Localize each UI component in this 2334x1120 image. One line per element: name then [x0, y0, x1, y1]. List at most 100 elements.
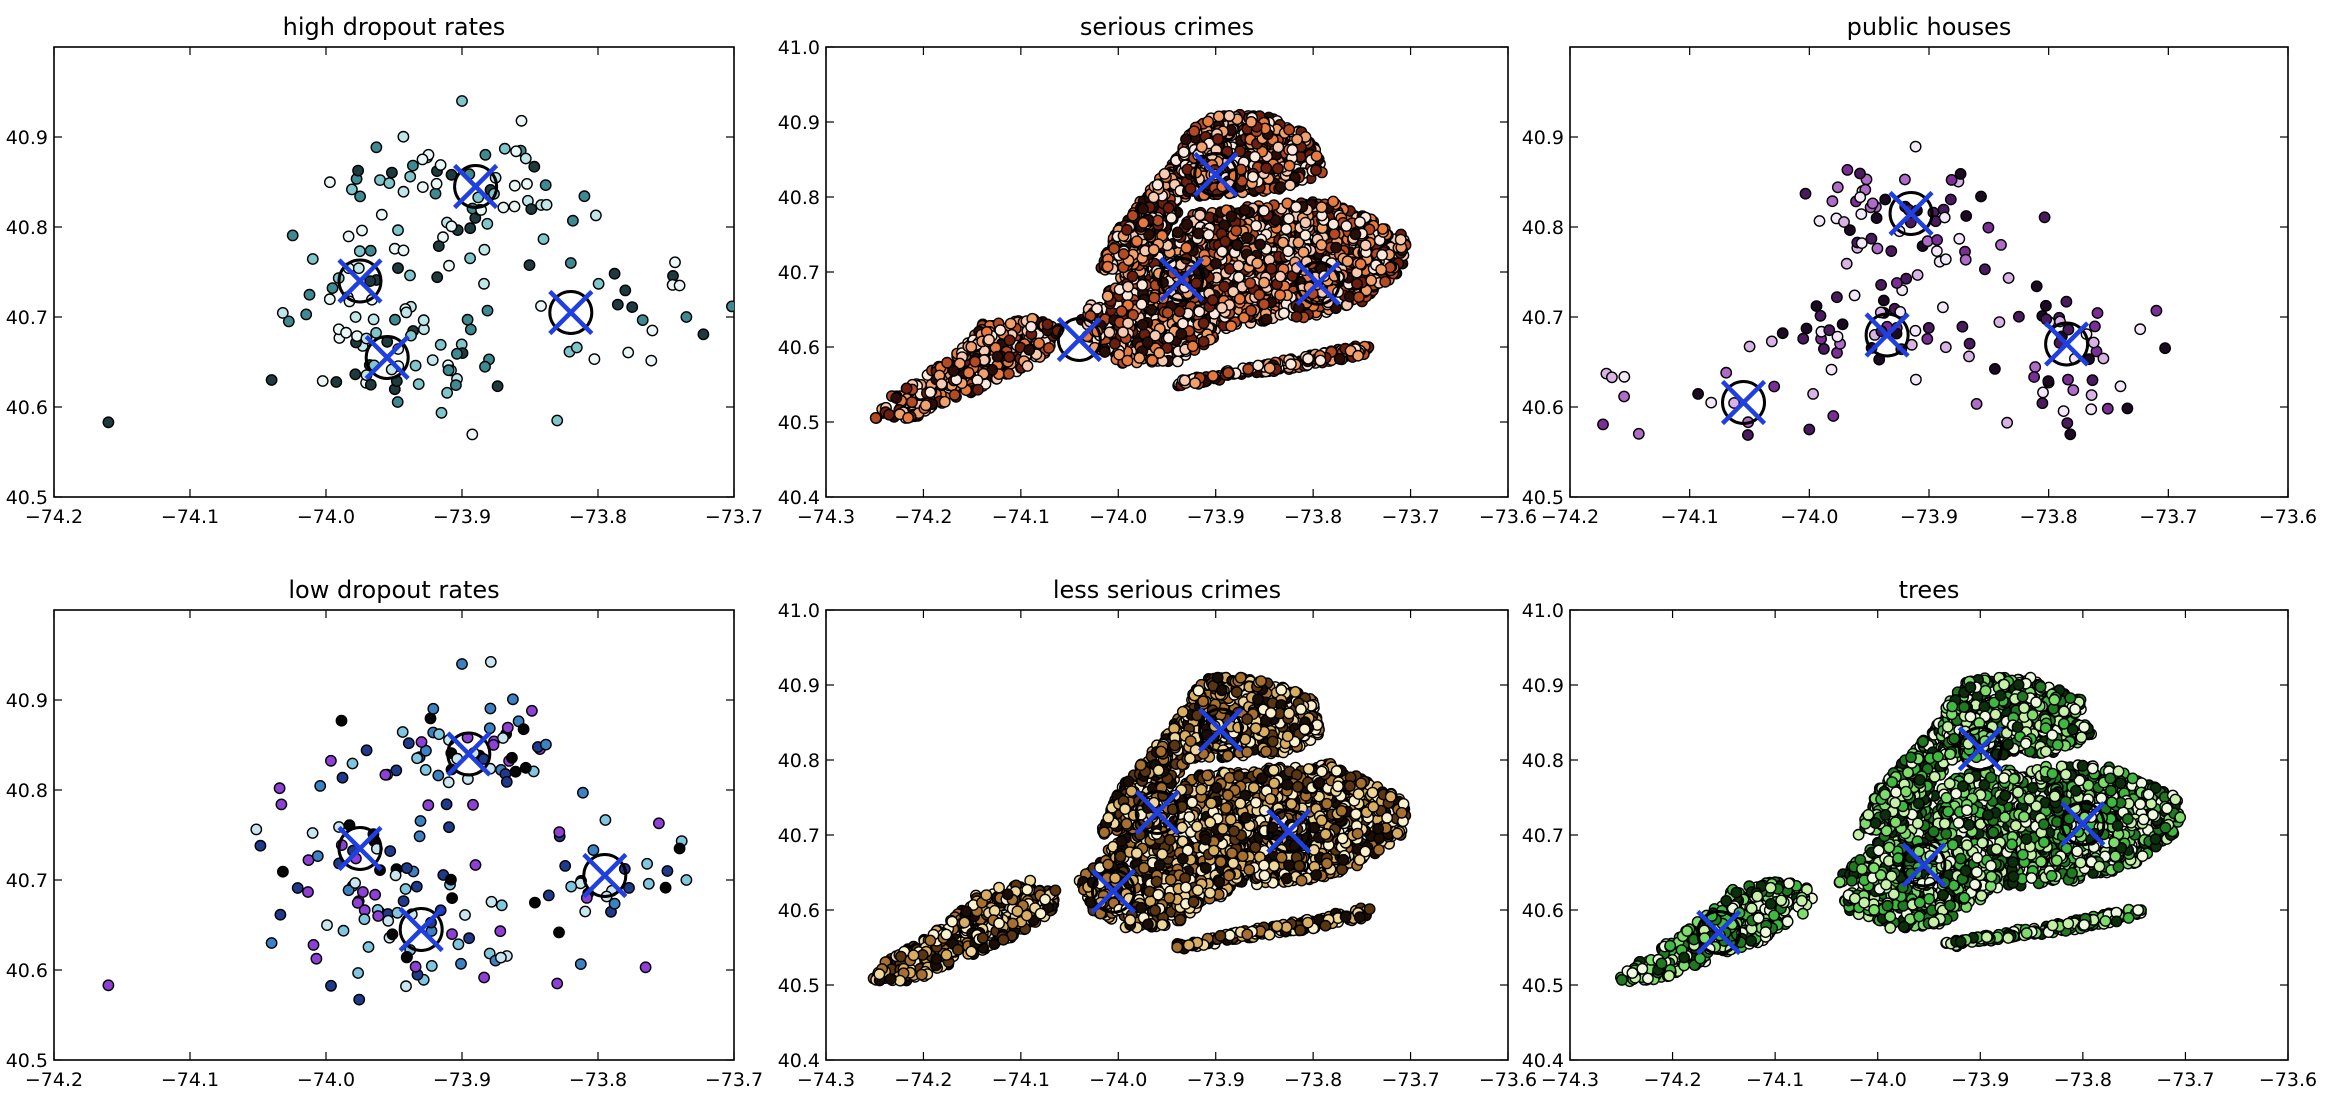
data-point [1113, 348, 1126, 361]
data-point [1265, 262, 1278, 275]
data-point [391, 396, 404, 408]
data-point [397, 895, 410, 907]
data-point [1970, 397, 1983, 410]
data-point [2040, 299, 2052, 312]
data-point [429, 187, 442, 200]
data-point [362, 941, 375, 953]
data-point [1836, 318, 1849, 331]
data-point [1126, 209, 1139, 222]
data-point [1178, 374, 1191, 387]
x-tick-label: −73.7 [2139, 506, 2197, 528]
data-point [1109, 337, 1121, 350]
data-point [505, 751, 518, 764]
data-point [1230, 224, 1243, 237]
data-point [659, 881, 672, 894]
data-point [884, 973, 897, 985]
y-tick-label: 40.9 [778, 112, 820, 134]
data-point [375, 208, 388, 221]
data-point [1840, 257, 1853, 270]
data-point [433, 728, 445, 741]
data-point [919, 399, 932, 412]
data-point [1956, 320, 1969, 333]
data-point [445, 220, 458, 233]
data-point [306, 253, 319, 265]
data-point [446, 928, 458, 940]
data-point [455, 957, 467, 970]
data-point [1993, 316, 2006, 328]
data-point [1931, 234, 1944, 246]
data-point [324, 754, 337, 767]
data-point [353, 245, 366, 258]
data-point [352, 967, 364, 979]
data-point [1202, 228, 1215, 241]
data-point [2029, 361, 2042, 373]
data-point [452, 938, 465, 951]
data-point [1101, 290, 1114, 303]
data-point [1376, 248, 1389, 261]
data-point [997, 933, 1010, 946]
data-point [1212, 133, 1224, 146]
data-point [413, 830, 426, 843]
subplot-2: serious crimes−74.3 −74.2 −74.1 −74.0 −73.9−… [778, 13, 1537, 528]
data-point [2036, 397, 2049, 410]
data-point [1310, 164, 1322, 177]
data-point [400, 306, 413, 319]
data-point [1803, 423, 1816, 436]
data-point [777, 227, 787, 237]
data-point [2060, 295, 2073, 308]
data-point [1180, 241, 1193, 254]
data-point [1186, 340, 1199, 353]
data-point [463, 932, 475, 945]
data-point [424, 712, 437, 725]
data-point [789, 862, 799, 872]
data-point [599, 814, 612, 826]
data-point [323, 176, 336, 189]
y-tick-label: 40.9 [6, 690, 48, 712]
data-point [890, 391, 903, 404]
data-point [574, 958, 587, 970]
y-tick-label: 40.6 [6, 397, 48, 419]
data-point [1831, 181, 1844, 194]
data-point [1272, 141, 1285, 154]
data-point [1283, 159, 1296, 172]
data-point [1222, 366, 1235, 379]
data-point [1039, 893, 1052, 906]
data-point [646, 324, 659, 337]
data-point [1238, 204, 1251, 217]
data-point [1825, 363, 1838, 376]
data-point [2030, 280, 2043, 293]
data-point [953, 357, 966, 370]
data-point [1263, 362, 1276, 374]
data-point [2067, 384, 2080, 396]
data-point [1041, 318, 1054, 331]
y-tick-label: 40.7 [778, 262, 820, 284]
data-point [935, 378, 948, 390]
data-point [1278, 307, 1290, 320]
data-point [443, 821, 455, 834]
data-point [1171, 355, 1184, 368]
y-tick-label: 40.8 [1522, 217, 1564, 239]
y-tick-label: 40.5 [778, 412, 820, 434]
centroid-cross-b [337, 258, 383, 304]
data-point [1206, 294, 1219, 306]
data-point [2085, 389, 2098, 401]
data-point [1003, 334, 1016, 347]
data-point [958, 916, 971, 929]
data-point [464, 323, 477, 336]
data-point [1197, 317, 1210, 330]
data-point [351, 896, 364, 909]
data-point [1165, 211, 1178, 224]
data-point [1162, 331, 1175, 344]
data-point [969, 355, 981, 368]
data-point [441, 386, 453, 399]
x-tick-label: −74.2 [1541, 506, 1599, 528]
data-point [449, 379, 462, 391]
data-point [883, 408, 895, 421]
data-point [1394, 233, 1407, 246]
data-point [1854, 191, 1867, 204]
data-point [400, 951, 413, 964]
data-point [276, 865, 289, 878]
data-point [508, 179, 521, 192]
data-point [1098, 346, 1111, 358]
